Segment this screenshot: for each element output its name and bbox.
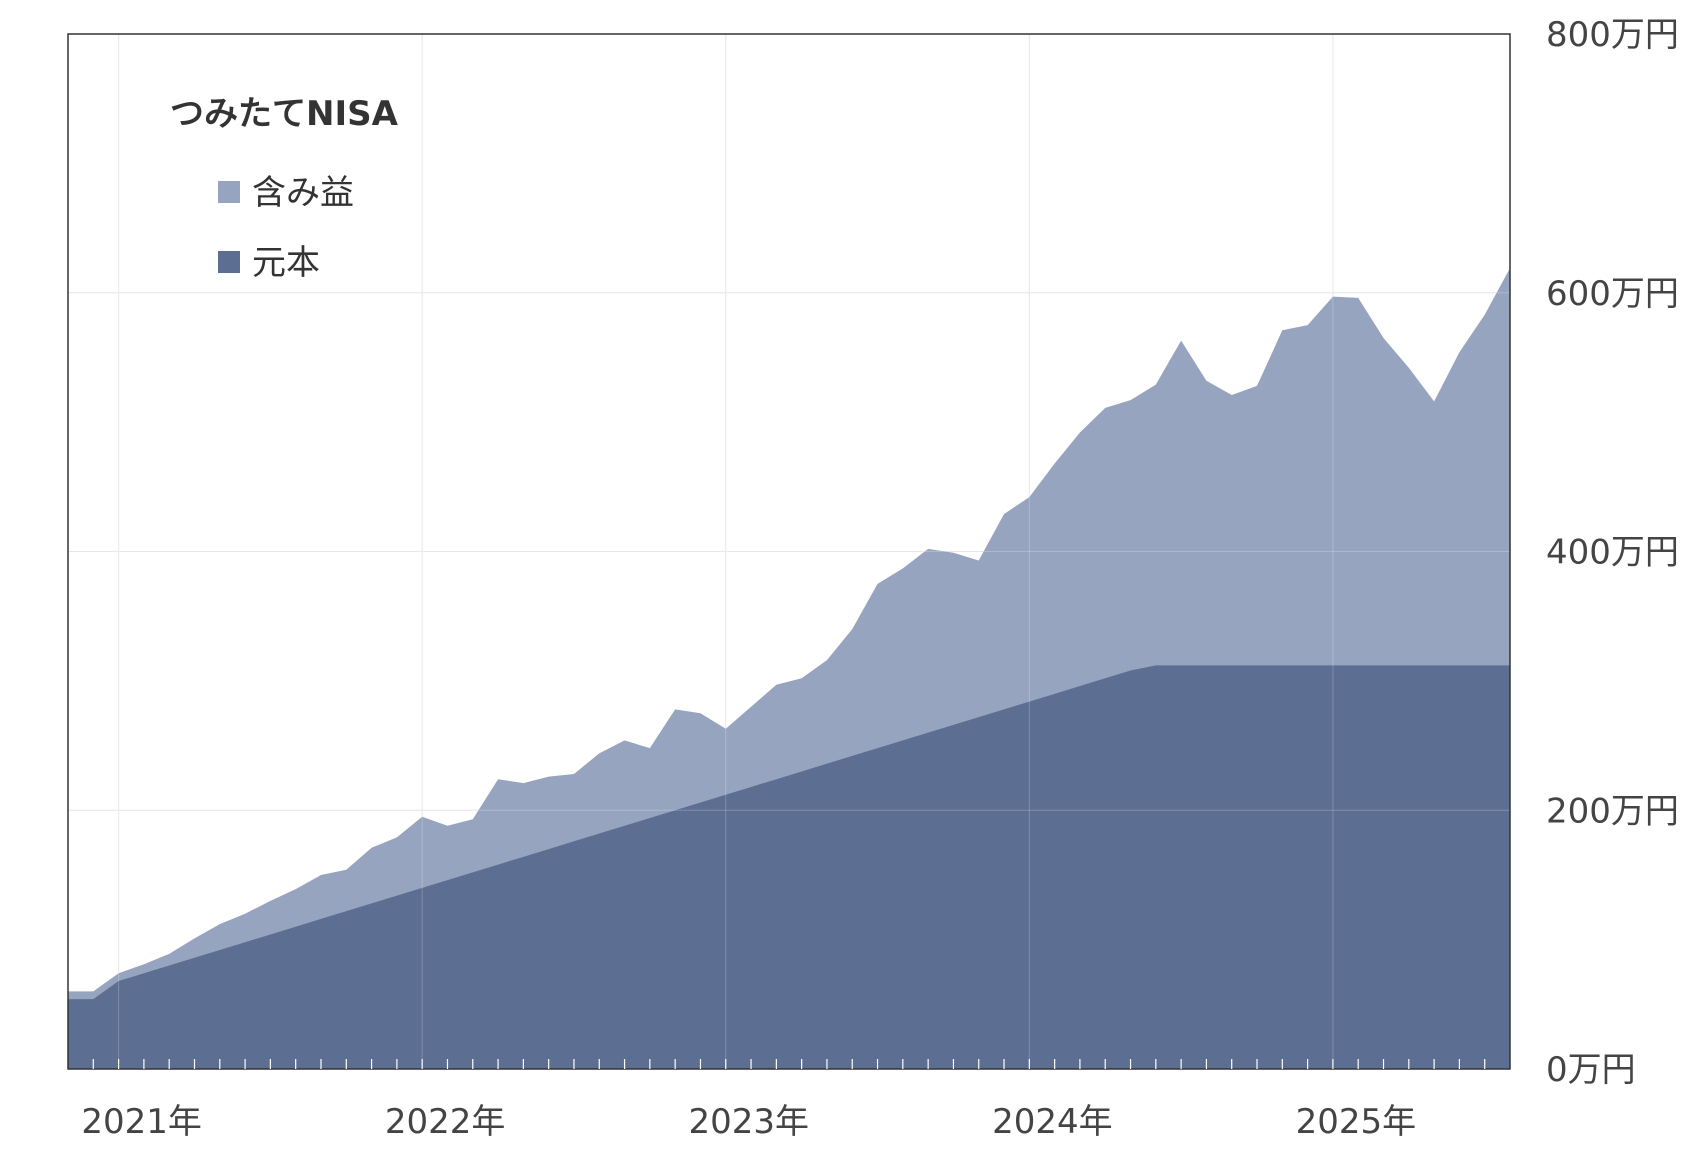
- legend-label-gain: 含み益: [252, 173, 354, 213]
- x-axis: 2021年 2022年 2023年 2024年 2025年: [81, 1059, 1486, 1142]
- y-tick-label: 800万円: [1546, 15, 1679, 55]
- y-tick-label: 0万円: [1546, 1050, 1636, 1090]
- legend-swatch-gain: [218, 181, 240, 203]
- legend-label-principal: 元本: [252, 243, 320, 283]
- y-tick-label: 600万円: [1546, 274, 1679, 314]
- legend-title: つみたてNISA: [170, 94, 399, 134]
- x-tick-label: 2023年: [688, 1102, 809, 1142]
- plot-frame: [67, 33, 1511, 1070]
- grid-over: [68, 34, 1510, 1069]
- x-tick-label: 2022年: [385, 1102, 506, 1142]
- area-series-principal: [68, 665, 1510, 1069]
- y-tick-label: 400万円: [1546, 533, 1679, 573]
- legend: つみたてNISA 含み益 元本: [170, 94, 399, 283]
- y-tick-label: 200万円: [1546, 791, 1679, 831]
- x-tick-label: 2024年: [992, 1102, 1113, 1142]
- x-tick-label: 2025年: [1296, 1102, 1417, 1142]
- y-axis: 0万円 200万円 400万円 600万円 800万円: [1546, 15, 1679, 1090]
- legend-swatch-principal: [218, 251, 240, 273]
- x-tick-label: 2021年: [81, 1102, 202, 1142]
